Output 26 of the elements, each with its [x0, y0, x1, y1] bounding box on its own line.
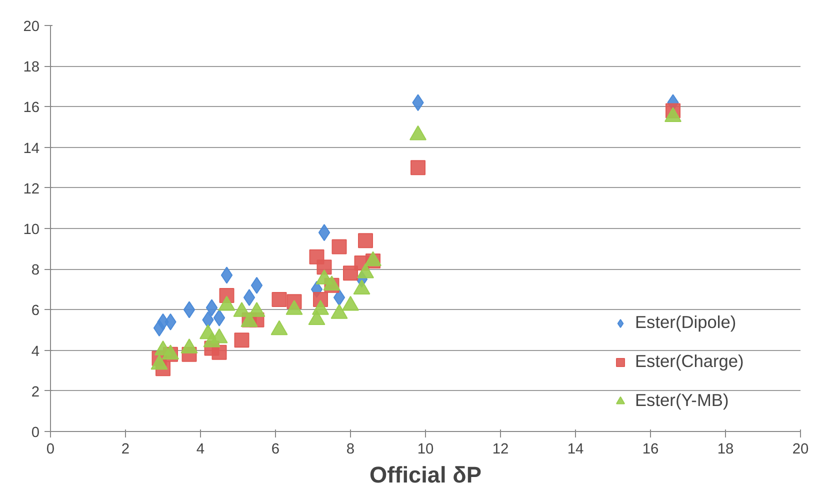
x-tick-label: 12	[492, 442, 509, 458]
x-tick-label: 14	[567, 442, 584, 458]
x-tick-label: 4	[196, 442, 205, 458]
x-tick-label: 18	[717, 442, 734, 458]
y-tick-label: 10	[23, 222, 40, 238]
y-tick-label: 12	[23, 181, 40, 198]
x-tick-label: 16	[642, 442, 659, 458]
y-tick-label: 18	[23, 60, 40, 76]
x-tick-label: 2	[121, 442, 130, 458]
x-tick-label: 8	[346, 442, 355, 458]
y-tick-label: 8	[31, 262, 40, 279]
y-tick-label: 16	[23, 100, 40, 116]
x-tick-label: 10	[417, 442, 434, 458]
legend-label: Ester(Dipole)	[635, 312, 736, 333]
y-tick-label: 2	[31, 384, 40, 400]
y-tick-label: 20	[23, 19, 40, 35]
x-tick-label: 6	[271, 442, 280, 458]
y-tick-label: 14	[23, 140, 40, 157]
y-tick-label: 6	[31, 303, 40, 320]
legend-label: Ester(Y-MB)	[635, 390, 729, 411]
x-axis-title: Official δP	[370, 462, 482, 488]
y-tick-label: 4	[31, 344, 40, 360]
x-tick-label: 20	[792, 442, 809, 458]
x-tick-label: 0	[46, 442, 55, 458]
y-tick-label: 0	[31, 425, 40, 441]
legend-label: Ester(Charge)	[635, 351, 744, 372]
